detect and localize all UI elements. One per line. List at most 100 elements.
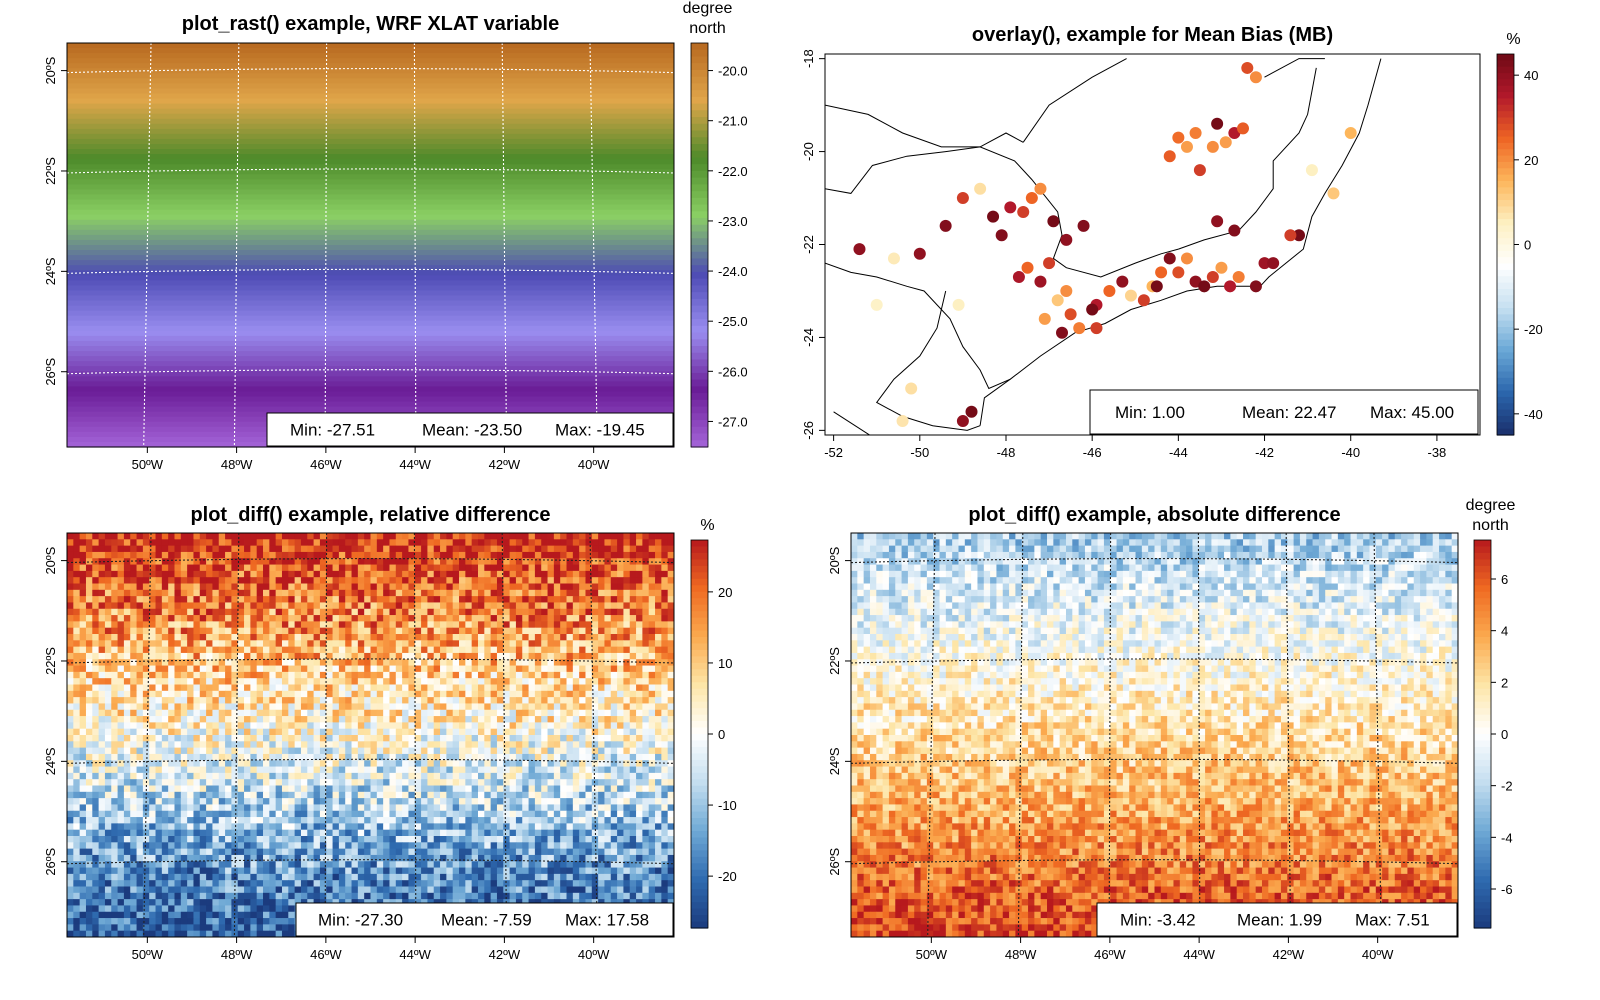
heatmap-cell [566,659,574,666]
heatmap-cell [104,589,112,597]
heatmap-cell [648,634,656,641]
heatmap-cell [212,722,220,730]
heatmap-cell [351,817,359,824]
heatmap-cell [370,615,378,622]
heatmap-cell [667,602,675,610]
y-tick-label: -20 [801,142,816,161]
heatmap-cell [218,659,226,666]
heatmap-cell [421,810,428,818]
heatmap-cell [206,766,213,774]
heatmap-cell [218,823,226,831]
heatmap-cell [174,596,182,603]
heatmap-cell [421,615,428,622]
legend-color-step [1497,301,1514,309]
heatmap-cell [496,779,504,786]
heatmap-cell [661,545,669,553]
heatmap-cell [395,551,403,559]
heatmap-cell [572,716,580,723]
heatmap-cell [642,709,650,717]
heatmap-cell [67,539,74,547]
heatmap-cell [477,558,485,565]
heatmap-cell [231,551,239,559]
heatmap-cell [610,709,618,717]
heatmap-cell [218,791,226,799]
heatmap-cell [629,589,637,597]
heatmap-cell [263,804,270,812]
station-point [1305,164,1318,177]
heatmap-cell [79,772,87,780]
heatmap-cell [421,798,428,805]
heatmap-cell [237,665,245,673]
heatmap-cell [193,823,201,831]
heatmap-cell [648,728,656,736]
heatmap-cell [206,804,213,812]
heatmap-cell [490,772,498,780]
heatmap-cell [648,652,656,660]
station-point [956,192,969,205]
heatmap-cell [212,760,220,767]
heatmap-cell [231,817,239,824]
heatmap-cell [490,659,498,666]
heatmap-cell [572,671,580,679]
heatmap-cell [534,741,542,749]
heatmap-cell [509,558,517,565]
heatmap-cell [408,634,416,641]
heatmap-cell [389,564,397,572]
heatmap-cell [667,545,675,553]
heatmap-cell [104,703,112,711]
heatmap-cell [300,722,308,730]
heatmap-cell [610,829,618,837]
heatmap-cell [560,716,567,723]
heatmap-cell [433,589,441,597]
heatmap-cell [67,709,74,717]
heatmap-cell [294,671,302,679]
heatmap-cell [269,741,277,749]
heatmap-cell [237,741,245,749]
heatmap-cell [459,558,466,565]
heatmap-cell [300,817,308,824]
legend-color-step [1497,244,1514,252]
heatmap-cell [345,798,352,805]
heatmap-cell [610,634,618,641]
heatmap-cell [294,678,302,685]
heatmap-cell [408,804,416,812]
heatmap-cell [376,665,384,673]
heatmap-band [67,78,674,84]
heatmap-cell [471,640,479,648]
heatmap-cell [212,747,220,755]
heatmap-cell [281,583,289,591]
heatmap-cell [604,690,612,698]
heatmap-cell [85,829,93,837]
heatmap-cell [623,564,631,572]
heatmap-cell [187,766,194,774]
heatmap-cell [566,829,574,837]
heatmap-cell [604,551,612,559]
heatmap-cell [370,817,378,824]
legend-color-step [1497,365,1514,373]
heatmap-cell [496,577,504,584]
heatmap-cell [370,791,378,799]
heatmap-cell [383,577,390,584]
heatmap-cell [73,551,81,559]
heatmap-cell [477,798,485,805]
heatmap-cell [528,652,536,660]
heatmap-cell [92,608,100,616]
heatmap-cell [496,785,504,793]
map-border-line [1022,58,1127,143]
heatmap-cell [572,772,580,780]
heatmap-cell [218,558,226,565]
heatmap-cell [440,716,447,723]
station-point [1219,136,1232,149]
heatmap-band [67,93,674,100]
heatmap-cell [395,596,403,603]
heatmap-band [67,103,674,110]
legend-color-step [691,319,708,327]
heatmap-cell [319,621,327,629]
heatmap-cell [591,627,599,635]
heatmap-cell [73,640,81,648]
heatmap-cell [655,810,662,818]
heatmap-cell [503,564,511,572]
heatmap-cell [174,570,182,578]
heatmap-cell [560,652,567,660]
